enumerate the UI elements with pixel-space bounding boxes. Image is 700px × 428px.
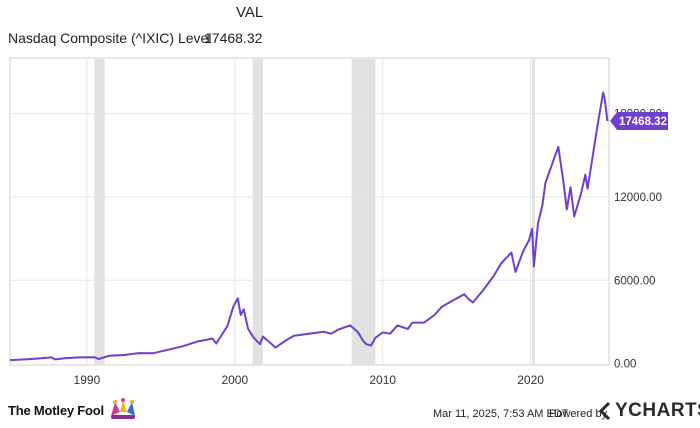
timestamp: Mar 11, 2025, 7:53 AM EDT <box>433 408 569 420</box>
series-line-nasdaq <box>9 91 609 362</box>
recession-bands <box>94 59 536 365</box>
plot-area <box>9 57 610 366</box>
x-tick-label-2020: 2020 <box>517 373 544 387</box>
series-value: 17468.32 <box>204 30 263 46</box>
y-tick-label-1: 6000.00 <box>614 275 656 287</box>
recession-band-2 <box>351 59 376 365</box>
y-tick-label-0: 0.00 <box>614 359 636 371</box>
column-header: VAL <box>236 4 264 21</box>
y-tick-label-2: 12000.00 <box>614 192 662 204</box>
ycharts-logo-text: YCHARTS <box>615 400 700 421</box>
x-tick-label-1990: 1990 <box>74 373 101 387</box>
motley-fool-logo-text: The Motley Fool <box>8 402 104 418</box>
x-tick-label-2010: 2010 <box>369 373 396 387</box>
gridlines <box>10 58 609 365</box>
powered-by-label: Powered by <box>549 408 608 420</box>
x-axis: 1990 2000 2010 2020 <box>74 373 545 387</box>
last-value-label: 17468.32 <box>619 116 667 128</box>
jester-hat-icon <box>110 398 135 419</box>
motley-fool-logo: The Motley Fool <box>8 398 138 422</box>
recession-band-1 <box>252 59 263 365</box>
recession-band-3 <box>532 59 536 365</box>
recession-band-0 <box>94 59 105 365</box>
x-tick-label-2000: 2000 <box>221 373 248 387</box>
ycharts-arrow-icon <box>599 401 611 421</box>
last-value-badge: 17468.32 <box>610 111 668 130</box>
ycharts-logo: YCHARTS <box>599 400 700 422</box>
series-label: Nasdaq Composite (^IXIC) Level <box>8 30 212 46</box>
last-value-badge-shape <box>610 111 668 130</box>
